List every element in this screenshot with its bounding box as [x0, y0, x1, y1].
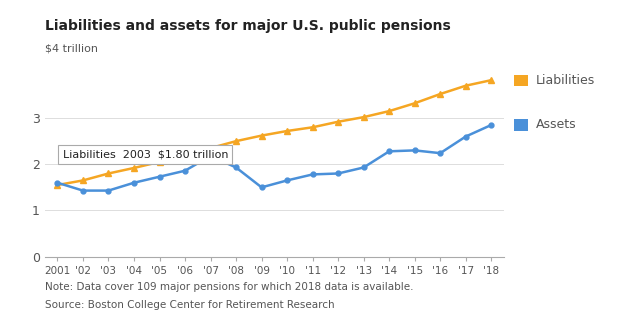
Text: Assets: Assets [536, 119, 577, 131]
Text: Note: Data cover 109 major pensions for which 2018 data is available.: Note: Data cover 109 major pensions for … [45, 282, 413, 292]
Text: $4 trillion: $4 trillion [45, 43, 98, 53]
Text: Source: Boston College Center for Retirement Research: Source: Boston College Center for Retire… [45, 300, 334, 310]
Text: Liabilities  2003  $1.80 trillion: Liabilities 2003 $1.80 trillion [63, 149, 228, 159]
Text: Liabilities and assets for major U.S. public pensions: Liabilities and assets for major U.S. pu… [45, 19, 450, 33]
Text: Liabilities: Liabilities [536, 74, 595, 87]
